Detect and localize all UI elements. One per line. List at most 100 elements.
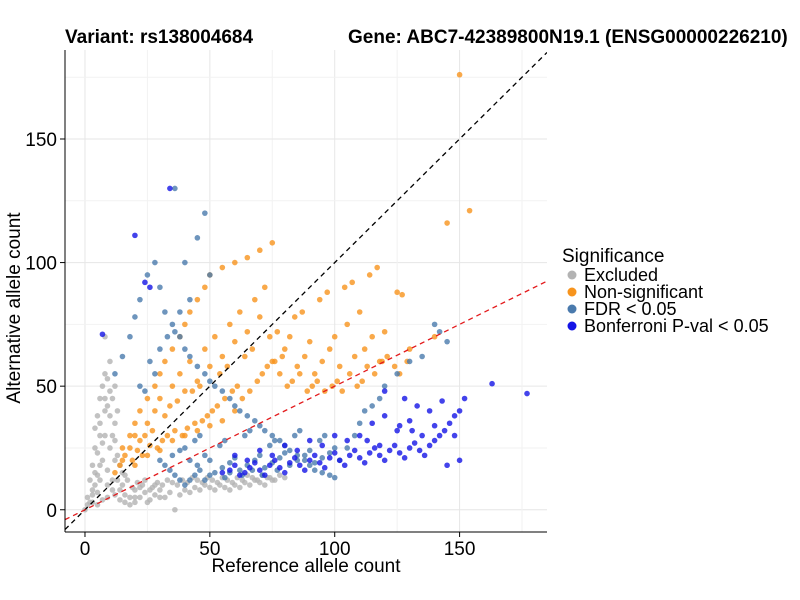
point-fdr-0-05 — [286, 447, 293, 454]
point-non-significant — [394, 289, 400, 296]
point-excluded — [197, 487, 203, 493]
point-fdr-0-05 — [192, 472, 198, 478]
point-excluded — [97, 462, 103, 469]
point-non-significant — [371, 371, 378, 377]
point-excluded — [134, 479, 141, 486]
point-non-significant — [339, 388, 346, 394]
point-non-significant — [232, 338, 238, 345]
point-fdr-0-05 — [394, 371, 400, 377]
point-fdr-0-05 — [207, 272, 213, 278]
point-bonferroni-p-val-0-05 — [409, 427, 415, 434]
point-fdr-0-05 — [276, 437, 283, 444]
point-fdr-0-05 — [256, 422, 263, 429]
point-fdr-0-05 — [321, 432, 328, 439]
y-tick-label: 50 — [36, 377, 57, 398]
point-excluded — [261, 482, 268, 488]
point-non-significant — [182, 388, 188, 394]
point-fdr-0-05 — [311, 467, 318, 474]
point-fdr-0-05 — [326, 450, 333, 456]
point-non-significant — [242, 353, 248, 360]
point-excluded — [112, 457, 118, 464]
point-excluded — [92, 482, 98, 488]
point-excluded — [102, 432, 108, 439]
legend-key-fdr — [567, 304, 577, 314]
point-excluded — [137, 494, 143, 501]
point-excluded — [276, 472, 283, 478]
point-excluded — [127, 502, 133, 508]
point-fdr-0-05 — [406, 358, 413, 365]
point-non-significant — [244, 328, 251, 335]
legend-key-bonferroni — [567, 321, 577, 331]
point-bonferroni-p-val-0-05 — [401, 455, 408, 461]
point-fdr-0-05 — [202, 477, 208, 483]
point-non-significant — [349, 279, 356, 286]
point-bonferroni-p-val-0-05 — [321, 464, 328, 471]
point-fdr-0-05 — [261, 464, 268, 471]
point-excluded — [169, 479, 176, 486]
point-bonferroni-p-val-0-05 — [411, 440, 418, 446]
point-non-significant — [132, 432, 138, 439]
point-fdr-0-05 — [276, 455, 283, 461]
point-fdr-0-05 — [381, 383, 388, 389]
point-excluded — [214, 479, 221, 486]
point-fdr-0-05 — [256, 452, 263, 459]
point-fdr-0-05 — [237, 408, 243, 414]
point-bonferroni-p-val-0-05 — [331, 432, 338, 439]
point-excluded — [269, 477, 276, 483]
point-fdr-0-05 — [237, 467, 243, 474]
point-bonferroni-p-val-0-05 — [269, 452, 276, 459]
point-fdr-0-05 — [281, 450, 288, 456]
point-non-significant — [197, 383, 203, 389]
x-tick-label: 150 — [444, 539, 476, 560]
point-bonferroni-p-val-0-05 — [351, 447, 358, 454]
point-bonferroni-p-val-0-05 — [376, 442, 383, 449]
point-fdr-0-05 — [112, 371, 118, 377]
point-fdr-0-05 — [182, 482, 188, 488]
point-fdr-0-05 — [202, 371, 208, 377]
point-bonferroni-p-val-0-05 — [132, 232, 138, 239]
point-non-significant — [207, 363, 213, 370]
point-fdr-0-05 — [331, 445, 338, 451]
point-non-significant — [261, 284, 268, 291]
point-bonferroni-p-val-0-05 — [326, 455, 333, 461]
point-fdr-0-05 — [271, 437, 278, 444]
point-bonferroni-p-val-0-05 — [244, 457, 251, 464]
point-bonferroni-p-val-0-05 — [394, 427, 400, 434]
point-bonferroni-p-val-0-05 — [361, 459, 368, 466]
point-fdr-0-05 — [182, 259, 188, 266]
point-non-significant — [129, 457, 136, 464]
point-fdr-0-05 — [326, 472, 333, 478]
point-bonferroni-p-val-0-05 — [376, 452, 383, 459]
data-points — [82, 71, 530, 513]
point-non-significant — [189, 388, 196, 394]
point-bonferroni-p-val-0-05 — [396, 422, 403, 429]
point-excluded — [104, 467, 111, 474]
point-bonferroni-p-val-0-05 — [391, 442, 398, 449]
point-non-significant — [127, 432, 133, 439]
point-bonferroni-p-val-0-05 — [436, 432, 443, 439]
point-non-significant — [162, 413, 168, 419]
point-bonferroni-p-val-0-05 — [421, 452, 428, 459]
chart-title-variant: Variant: rs138004684 — [65, 27, 253, 48]
point-fdr-0-05 — [306, 447, 313, 454]
point-excluded — [92, 445, 98, 451]
point-fdr-0-05 — [376, 395, 383, 402]
point-non-significant — [309, 383, 316, 389]
point-excluded — [97, 420, 103, 427]
point-fdr-0-05 — [187, 353, 193, 360]
point-fdr-0-05 — [431, 321, 438, 328]
point-bonferroni-p-val-0-05 — [524, 390, 530, 397]
point-fdr-0-05 — [164, 333, 171, 340]
point-excluded — [119, 482, 126, 488]
point-excluded — [94, 450, 101, 456]
point-bonferroni-p-val-0-05 — [306, 457, 313, 464]
point-fdr-0-05 — [194, 462, 201, 469]
legend-title: Significance — [562, 246, 664, 267]
point-excluded — [227, 487, 233, 493]
point-bonferroni-p-val-0-05 — [281, 442, 288, 449]
point-excluded — [97, 477, 103, 483]
point-fdr-0-05 — [202, 210, 208, 216]
point-excluded — [84, 494, 91, 501]
legend-key-excluded — [567, 270, 577, 280]
point-bonferroni-p-val-0-05 — [396, 450, 403, 456]
